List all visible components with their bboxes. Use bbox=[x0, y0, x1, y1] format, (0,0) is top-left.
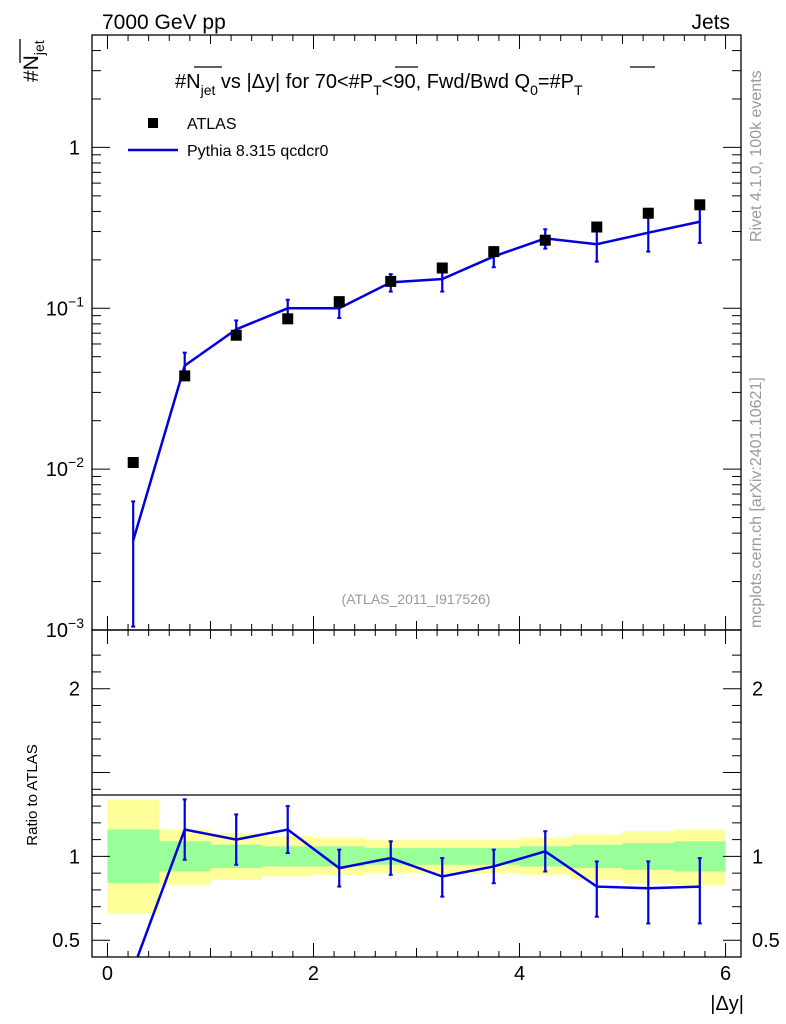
svg-text:#Njet: #Njet bbox=[20, 40, 47, 82]
atlas-point bbox=[591, 221, 603, 233]
atlas-point bbox=[127, 456, 139, 468]
main-y-tick-label: 10−1 bbox=[46, 293, 84, 320]
mcplots-label: mcplots.cern.ch [arXiv:2401.10621] bbox=[748, 377, 765, 628]
xlabel: |Δy| bbox=[710, 993, 744, 1015]
svg-text:#Njet vs |Δy| for 70<#PT<90, F: #Njet vs |Δy| for 70<#PT<90, Fwd/Bwd Q0=… bbox=[175, 71, 583, 98]
legend-atlas-marker bbox=[148, 118, 158, 128]
ratio-ylabel: Ratio to ATLAS bbox=[24, 744, 41, 845]
legend: ATLAS Pythia 8.315 qcdcr0 bbox=[128, 116, 329, 160]
ratio-plot-marks bbox=[136, 798, 702, 957]
atlas-point bbox=[642, 207, 654, 219]
atlas-point bbox=[436, 262, 448, 274]
main-y-tick-label: 1 bbox=[69, 137, 80, 159]
atlas-point bbox=[179, 370, 191, 382]
x-tick-label: 4 bbox=[514, 963, 525, 985]
band-green bbox=[107, 829, 159, 884]
ratio-y-tick-label: 2 bbox=[69, 679, 80, 701]
atlas-point bbox=[488, 246, 500, 258]
main-y-tick-label: 10−2 bbox=[46, 454, 84, 481]
ratio-line bbox=[136, 828, 700, 957]
atlas-point bbox=[539, 234, 551, 246]
atlas-point bbox=[230, 329, 242, 341]
ratio-y-tick-label: 1 bbox=[69, 846, 80, 868]
main-y-tick-label: 10−3 bbox=[46, 615, 84, 642]
ratio-y-tick-label-right: 2 bbox=[752, 679, 763, 701]
x-tick-label: 0 bbox=[102, 963, 113, 985]
main-ylabel: #Njet bbox=[19, 39, 47, 82]
ratio-y-tick-label-right: 1 bbox=[752, 846, 763, 868]
ratio-y-tick-label: 0.5 bbox=[52, 930, 80, 952]
axes: 0 2 4 6 10−3 10−2 10−1 1 0.5 0.5 1 1 2 2 bbox=[46, 34, 780, 985]
ratio-bands bbox=[107, 799, 726, 914]
main-title: #Njet vs |Δy| for 70<#PT<90, Fwd/Bwd Q0=… bbox=[175, 66, 655, 98]
atlas-point bbox=[385, 275, 397, 287]
band-green bbox=[416, 848, 469, 865]
legend-atlas-label: ATLAS bbox=[187, 116, 237, 133]
legend-pythia-label: Pythia 8.315 qcdcr0 bbox=[187, 143, 329, 160]
atlas-point bbox=[282, 313, 294, 325]
header-right: Jets bbox=[691, 11, 730, 34]
analysis-id: (ATLAS_2011_I917526) bbox=[342, 591, 491, 607]
header-left: 7000 GeV pp bbox=[102, 11, 226, 34]
rivet-label: Rivet 4.1.0, 100k events bbox=[748, 70, 765, 242]
x-tick-label: 6 bbox=[720, 963, 731, 985]
band-green bbox=[261, 846, 314, 867]
atlas-point bbox=[694, 199, 706, 211]
ratio-y-tick-label-right: 0.5 bbox=[752, 930, 780, 952]
pythia-line bbox=[132, 220, 701, 541]
x-tick-label: 2 bbox=[308, 963, 319, 985]
main-plot-marks bbox=[127, 199, 706, 628]
band-green bbox=[571, 844, 623, 869]
atlas-point bbox=[333, 296, 345, 308]
ratio-frame bbox=[91, 629, 742, 958]
